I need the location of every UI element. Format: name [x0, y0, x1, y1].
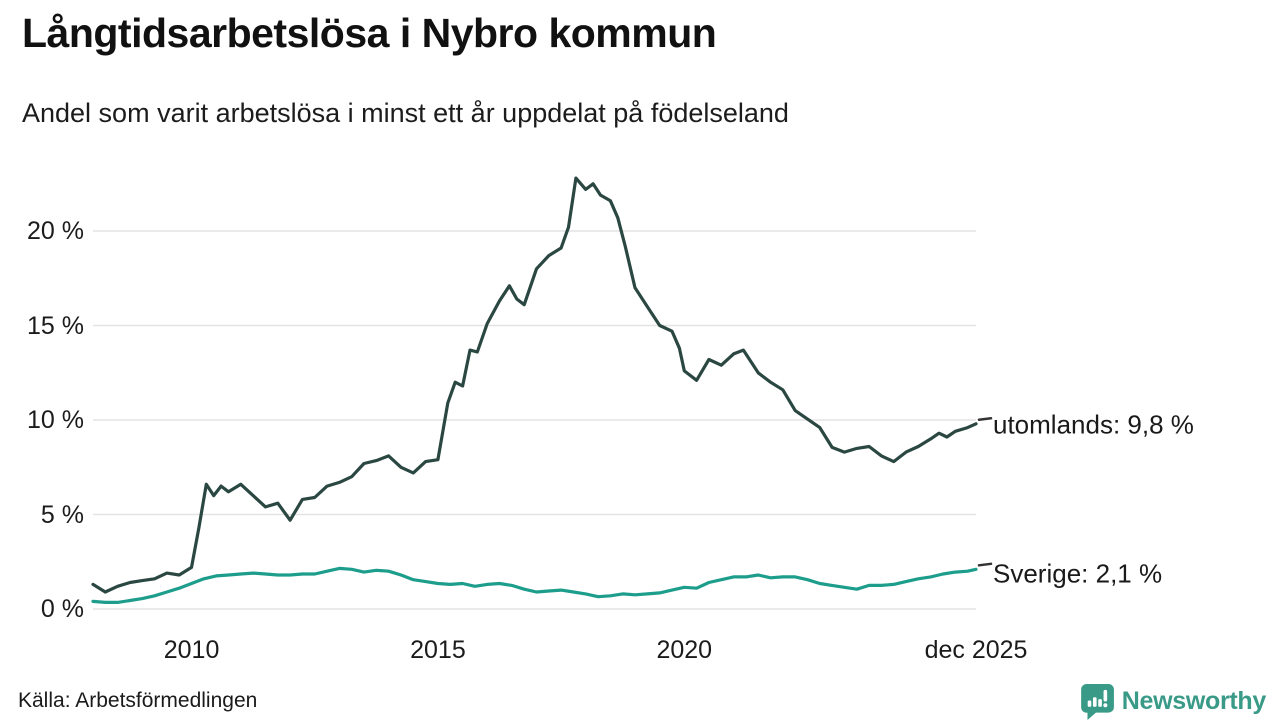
x-tick-label: dec 2025	[924, 636, 1028, 664]
label-connector	[977, 562, 993, 567]
y-tick-label: 20 %	[27, 217, 84, 245]
label-connector	[977, 417, 993, 422]
newsworthy-logo-icon	[1080, 684, 1114, 720]
x-tick-label: 2010	[163, 636, 220, 664]
series-line-utomlands	[91, 176, 978, 594]
y-tick-label: 5 %	[40, 500, 84, 529]
series-line-sverige	[91, 566, 978, 605]
y-tick-label: 10 %	[27, 406, 84, 434]
series-end-label-utomlands: utomlands: 9,8 %	[993, 409, 1194, 440]
y-tick-label: 15 %	[27, 311, 84, 340]
newsworthy-logo-text: Newsworthy	[1121, 687, 1267, 715]
newsworthy-brand: Newsworthy	[1079, 683, 1266, 720]
page-title: Långtidsarbetslösa i Nybro kommun	[22, 10, 717, 56]
chart-subtitle: Andel som varit arbetslösa i minst ett å…	[22, 98, 789, 128]
series-end-label-sverige: Sverige: 2,1 %	[993, 558, 1163, 589]
x-tick-label: 2015	[410, 636, 466, 664]
y-tick-label: 0 %	[40, 595, 84, 623]
source-attribution: Källa: Arbetsförmedlingen	[18, 689, 258, 712]
x-tick-label: 2020	[656, 636, 713, 664]
